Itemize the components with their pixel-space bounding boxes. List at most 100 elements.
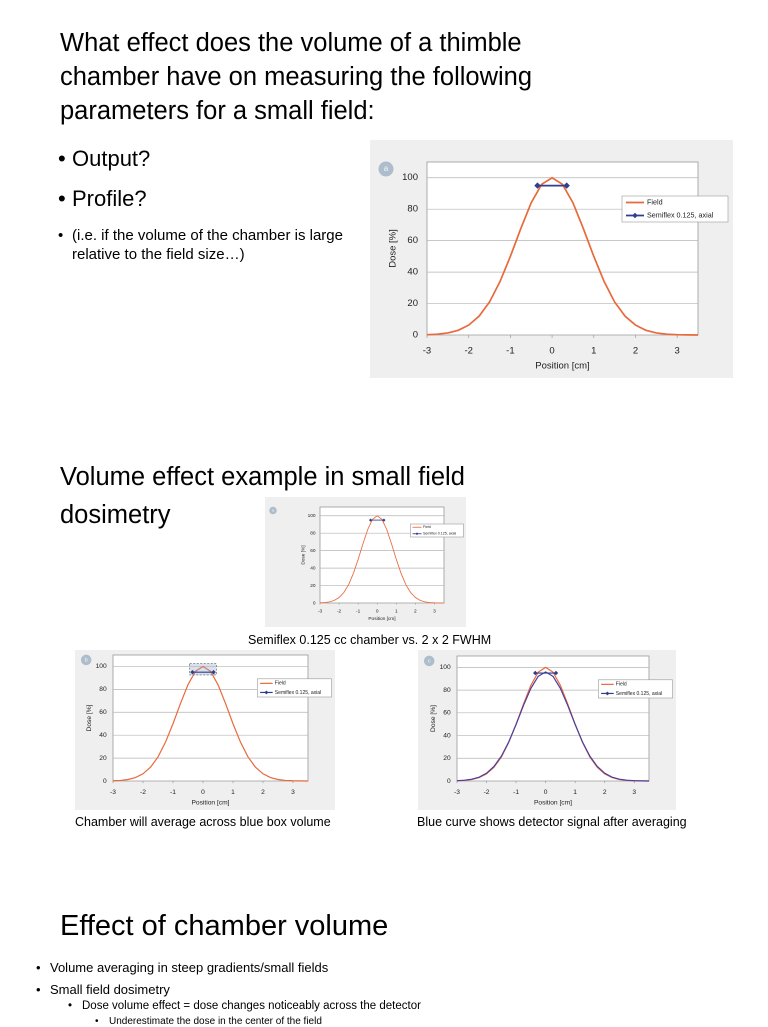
chart: 0 20 40 60 80 100 -3 -2 -1 0 1 2 3 Position [cm] Dose … <box>370 140 733 378</box>
x-tick-label: -3 <box>454 789 460 796</box>
x-tick-label: 0 <box>544 789 548 796</box>
y-tick-label: 0 <box>313 600 316 606</box>
slide-title: Effect of chamber volume <box>60 910 389 942</box>
panel-label: a <box>384 164 389 173</box>
y-tick-label: 60 <box>407 235 418 246</box>
x-tick-label: 2 <box>633 346 638 357</box>
volume-box <box>189 663 217 676</box>
slide-title-line: What effect does the volume of a thimble <box>60 29 522 57</box>
legend-marker <box>264 690 269 695</box>
legend-label: Semiflex 0.125, axial <box>616 691 662 697</box>
series-line <box>112 665 309 782</box>
y-tick-label: 80 <box>407 204 418 215</box>
y-tick-label: 20 <box>99 755 107 762</box>
y-tick-label: 60 <box>443 710 451 717</box>
bullet: Profile? <box>58 186 147 212</box>
slide-title-line: parameters for a small field: <box>60 97 375 125</box>
y-tick-label: 20 <box>443 755 451 762</box>
x-axis-label: Position [cm] <box>534 799 572 806</box>
x-tick-label: 3 <box>433 608 436 614</box>
caption: Blue curve shows detector signal after a… <box>417 815 687 829</box>
x-tick-label: -3 <box>318 608 323 614</box>
x-tick-label: 2 <box>414 608 417 614</box>
panel-badge <box>378 161 394 177</box>
chart: 0 20 40 60 80 100 -3 -2 -1 0 1 2 3 Position [cm] Dose … <box>418 650 676 810</box>
x-tick-label: 3 <box>291 789 295 796</box>
y-tick-label: 60 <box>310 548 316 554</box>
legend-label: Semiflex 0.125, axial <box>647 210 714 219</box>
x-tick-label: 1 <box>573 789 577 796</box>
x-tick-label: 1 <box>231 789 235 796</box>
caption: Chamber will average across blue box vol… <box>75 815 331 829</box>
plot-area <box>112 654 309 782</box>
legend-marker <box>605 691 610 696</box>
y-tick-label: 100 <box>96 663 107 670</box>
y-tick-label: 80 <box>99 686 107 693</box>
series-line <box>319 515 445 604</box>
slide-title-line: chamber have on measuring the following <box>60 63 533 91</box>
x-tick-label: -3 <box>110 789 116 796</box>
x-tick-label: 0 <box>201 789 205 796</box>
chart: 0 20 40 60 80 100 -3 -2 -1 0 1 2 3 Position [cm] Dose … <box>265 497 466 627</box>
x-tick-label: -2 <box>464 346 472 357</box>
x-axis-label: Position [cm] <box>368 616 395 622</box>
series-marker <box>190 669 195 675</box>
x-tick-label: 0 <box>549 346 554 357</box>
x-tick-label: -1 <box>513 789 519 796</box>
x-tick-label: 3 <box>675 346 680 357</box>
legend-marker <box>632 212 638 219</box>
y-tick-label: 80 <box>443 687 451 694</box>
y-axis-label: Dose [%] <box>86 704 93 731</box>
panel-badge <box>269 506 277 515</box>
slide-title-line: dosimetry <box>60 501 171 529</box>
sub-bullet: Dose volume effect = dose changes notice… <box>68 1000 421 1012</box>
y-tick-label: 20 <box>310 583 316 589</box>
panel-badge <box>80 654 92 666</box>
series-marker <box>382 518 386 522</box>
legend-box <box>256 678 332 698</box>
y-tick-label: 40 <box>443 732 451 739</box>
y-axis-label: Dose [%] <box>388 229 399 268</box>
x-tick-label: -2 <box>140 789 146 796</box>
y-tick-label: 100 <box>308 513 316 519</box>
x-axis-label: Position [cm] <box>191 799 229 806</box>
x-tick-label: 2 <box>261 789 265 796</box>
plot-area <box>456 655 650 782</box>
legend-marker <box>415 532 419 536</box>
series-line <box>456 671 650 782</box>
series-marker <box>534 182 541 189</box>
y-tick-label: 40 <box>99 732 107 739</box>
x-tick-label: -2 <box>337 608 342 614</box>
legend-box <box>597 679 673 699</box>
series-marker <box>553 670 559 676</box>
x-tick-label: 3 <box>632 789 636 796</box>
bullet: Volume averaging in steep gradients/smal… <box>36 960 328 975</box>
y-axis-label: Dose [%] <box>430 705 437 732</box>
note-bullet: (i.e. if the volume of the chamber is la… <box>58 226 372 264</box>
x-tick-label: -1 <box>356 608 361 614</box>
x-tick-label: 1 <box>395 608 398 614</box>
bullet: Small field dosimetry <box>36 982 170 997</box>
series-line <box>426 176 699 336</box>
series-marker <box>211 669 216 675</box>
panel-label: c <box>428 658 431 664</box>
x-tick-label: -1 <box>170 789 176 796</box>
panel-badge <box>423 655 435 667</box>
y-tick-label: 20 <box>407 298 418 309</box>
legend-label: Field <box>423 525 431 529</box>
y-tick-label: 0 <box>447 778 451 785</box>
x-tick-label: 2 <box>603 789 607 796</box>
legend-box <box>410 523 464 538</box>
series-marker <box>368 518 373 522</box>
y-tick-label: 0 <box>103 778 107 785</box>
plot-area <box>426 161 699 336</box>
legend-label: Field <box>275 681 286 687</box>
y-tick-label: 100 <box>440 664 451 671</box>
panel-label: b <box>85 657 88 663</box>
bullet: Output? <box>58 146 150 172</box>
legend-label: Semiflex 0.125, axial <box>275 690 321 696</box>
y-tick-label: 40 <box>310 565 316 571</box>
y-tick-label: 100 <box>402 172 418 183</box>
